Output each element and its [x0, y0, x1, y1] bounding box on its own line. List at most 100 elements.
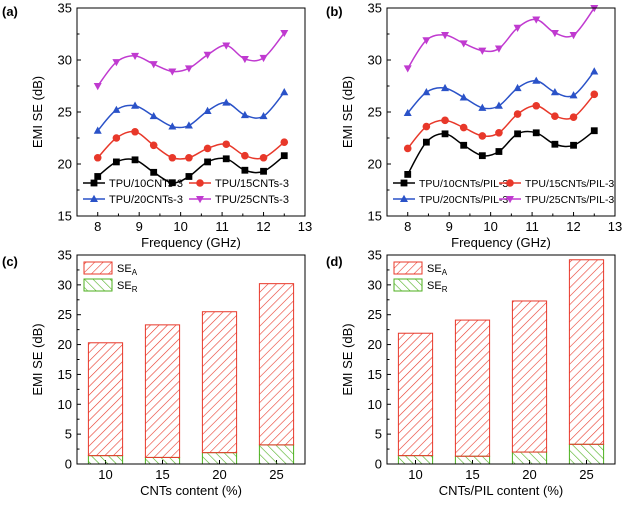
data-point [478, 103, 487, 111]
data-point [590, 67, 599, 75]
chart-panel-3: (d) 0 5 10 15 20 25 30 35 CNTs/PIL content (%) EMI… [326, 248, 616, 498]
data-point [240, 110, 249, 119]
chart-panel-2: (c) 0 5 10 15 20 25 30 35 CNTs content (%) EMI SE … [2, 248, 306, 498]
data-point [441, 83, 450, 92]
y-tick-label: 20 [368, 337, 382, 352]
data-point [494, 45, 503, 53]
data-point [403, 65, 412, 73]
data-point [441, 116, 449, 125]
bar-segment-se-a [454, 319, 491, 457]
data-point [93, 83, 102, 91]
data-point [93, 126, 102, 134]
x-tick-label: 13 [298, 219, 312, 234]
y-tick-label: 35 [368, 1, 382, 16]
data-point [422, 122, 431, 131]
data-point [459, 123, 468, 132]
legend-marker [400, 194, 408, 202]
data-point [241, 151, 249, 160]
data-point [112, 158, 120, 166]
series-line-1 [407, 93, 595, 149]
data-point [131, 52, 140, 61]
data-point [184, 121, 193, 129]
panel-label: (d) [326, 254, 343, 269]
panel-label: (c) [2, 254, 18, 269]
y-tick-label: 0 [65, 457, 72, 472]
data-point [404, 171, 412, 178]
bar-segment-se-r [454, 455, 491, 465]
data-point [459, 93, 468, 101]
legend-swatch [393, 278, 423, 292]
y-tick-label: 35 [368, 248, 382, 263]
data-point [203, 51, 212, 59]
panel-label: (b) [326, 4, 343, 19]
legend-swatch [83, 278, 113, 292]
legend-marker [90, 179, 98, 187]
y-tick-label: 35 [58, 248, 72, 263]
legend-entry-3: TPU/25CNTs/PIL-3 [525, 194, 614, 206]
data-point [112, 105, 121, 113]
bar-segment-se-r [568, 443, 605, 465]
data-point [260, 167, 267, 175]
legend-marker [400, 179, 408, 187]
x-tick-label: 13 [608, 219, 622, 234]
x-axis-label: Frequency (GHz) [451, 235, 551, 250]
y-tick-label: 25 [368, 307, 382, 322]
chart-panel-1: (b) 15 20 25 30 35 Frequency (GHz) EMI SE (dB) 8… [326, 1, 622, 251]
data-point [569, 91, 578, 99]
legend-swatch [393, 261, 423, 275]
data-point [93, 153, 102, 162]
data-point [514, 130, 521, 138]
bar-segment-se-a [201, 311, 238, 454]
data-point [495, 148, 503, 155]
data-point [280, 88, 289, 96]
data-point [513, 83, 522, 92]
y-tick-label: 30 [58, 277, 72, 292]
y-tick-label: 25 [58, 307, 72, 322]
y-tick-label: 5 [375, 427, 382, 442]
data-point [569, 32, 578, 40]
data-point [149, 61, 158, 69]
data-point [222, 155, 230, 163]
data-point [168, 179, 176, 187]
plot-frame [76, 254, 306, 465]
data-point [280, 138, 289, 146]
data-point [203, 106, 212, 114]
data-point [550, 88, 559, 96]
data-point [241, 166, 249, 174]
legend-swatch [83, 261, 113, 275]
data-point [131, 156, 139, 164]
legend-marker [506, 196, 514, 204]
y-tick-label: 0 [375, 457, 382, 472]
data-point [532, 101, 541, 110]
plot-frame [76, 7, 306, 217]
data-point [478, 132, 487, 140]
legend-marker [196, 179, 204, 187]
x-tick-label: 10 [173, 219, 187, 234]
series-line-3 [97, 32, 285, 87]
data-point [185, 173, 193, 180]
bar-segment-se-r [201, 452, 238, 465]
data-point [478, 47, 487, 55]
data-point [590, 90, 599, 99]
legend-entry-0: TPU/10CNTs/PIL-3 [419, 178, 508, 190]
y-tick-label: 15 [368, 367, 382, 382]
bar-segment-se-a [87, 342, 124, 457]
y-tick-label: 15 [58, 209, 72, 224]
data-point [184, 65, 193, 73]
data-point [112, 59, 121, 67]
data-point [168, 68, 177, 76]
data-point [222, 98, 231, 106]
data-point [422, 88, 431, 96]
plot-frame [386, 254, 616, 465]
data-point [131, 101, 140, 109]
x-tick-label: 9 [136, 219, 143, 234]
y-axis-label: EMI SE (dB) [30, 76, 45, 148]
data-point [513, 110, 522, 118]
x-tick-label: 8 [404, 219, 411, 234]
y-axis-label: EMI SE (dB) [30, 323, 45, 395]
data-point [550, 29, 559, 38]
bar-segment-se-r [258, 444, 295, 465]
legend-marker [90, 194, 98, 202]
legend-entry-3: TPU/25CNTs-3 [215, 194, 289, 206]
x-tick-label: 20 [522, 467, 536, 482]
